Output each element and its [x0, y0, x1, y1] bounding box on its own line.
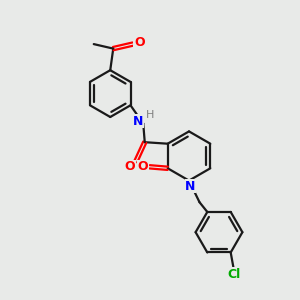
Text: Cl: Cl [228, 268, 241, 281]
Text: N: N [133, 115, 143, 128]
Text: O: O [134, 36, 145, 49]
Text: H: H [146, 110, 154, 120]
Text: O: O [138, 160, 148, 173]
Text: N: N [185, 179, 196, 193]
Text: O: O [124, 160, 135, 173]
